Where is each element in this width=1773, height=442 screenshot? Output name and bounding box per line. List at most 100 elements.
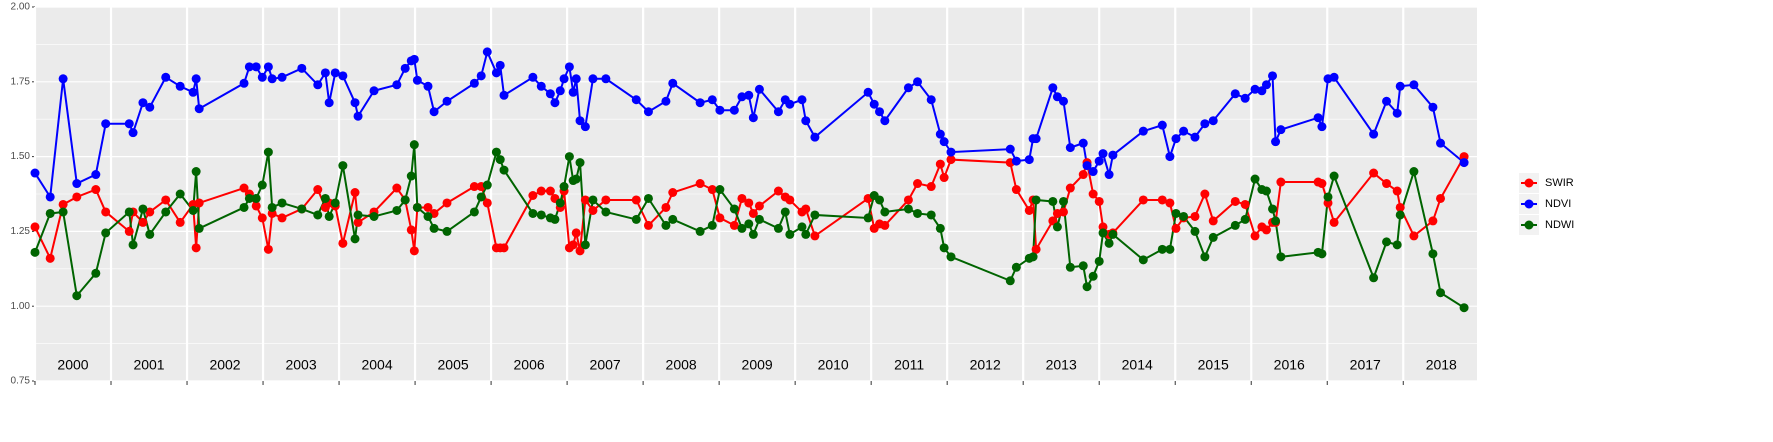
point [1208, 116, 1218, 126]
point [880, 207, 890, 217]
point [469, 207, 479, 217]
point [1011, 185, 1021, 195]
point [124, 207, 134, 217]
point [748, 208, 758, 218]
point [1065, 262, 1075, 272]
point [1179, 211, 1189, 221]
point [729, 204, 739, 214]
year-label: 2006 [514, 357, 545, 373]
point [1230, 196, 1240, 206]
point [297, 63, 307, 73]
point [550, 214, 560, 224]
point [91, 170, 101, 180]
point [926, 95, 936, 105]
series-line [34, 48, 1465, 200]
point [1138, 126, 1148, 136]
point [913, 77, 923, 87]
point [1428, 102, 1438, 112]
point [1436, 138, 1446, 148]
point [785, 229, 795, 239]
point [1369, 168, 1379, 178]
point [935, 159, 945, 169]
point [1250, 84, 1260, 94]
point [601, 207, 611, 217]
point [188, 87, 198, 97]
point [801, 204, 811, 214]
point [801, 229, 811, 239]
point [1065, 183, 1075, 193]
point [939, 173, 949, 183]
point [1094, 196, 1104, 206]
year-label: 2015 [1198, 357, 1229, 373]
point [810, 231, 820, 241]
point [1392, 186, 1402, 196]
point [409, 140, 419, 150]
point [946, 155, 956, 165]
y-tick-label: 1.50 [11, 151, 31, 162]
year-label: 2017 [1350, 357, 1381, 373]
point [550, 98, 560, 108]
point [239, 202, 249, 212]
point [1317, 249, 1327, 259]
point [1409, 167, 1419, 177]
point [406, 225, 416, 235]
point [1276, 177, 1286, 187]
point [1409, 80, 1419, 90]
point [491, 147, 501, 157]
point [785, 195, 795, 205]
point [101, 119, 111, 129]
point [880, 220, 890, 230]
year-label: 2016 [1274, 357, 1305, 373]
point [1171, 134, 1181, 144]
point [313, 210, 323, 220]
point [128, 240, 138, 250]
point [661, 202, 671, 212]
point [903, 83, 913, 93]
point [91, 185, 101, 195]
point [1094, 156, 1104, 166]
point [1428, 249, 1438, 259]
point [1190, 211, 1200, 221]
point [935, 129, 945, 139]
point [580, 240, 590, 250]
point [1230, 220, 1240, 230]
point [1058, 196, 1068, 206]
point [58, 199, 68, 209]
point [643, 193, 653, 203]
point [575, 246, 585, 256]
point [145, 229, 155, 239]
point [1165, 152, 1175, 162]
point [350, 188, 360, 198]
year-label: 2000 [57, 357, 88, 373]
point [1329, 72, 1339, 82]
series-line [34, 144, 1465, 309]
point [277, 198, 287, 208]
point [263, 244, 273, 254]
point [442, 226, 452, 236]
point [469, 182, 479, 192]
point [1200, 252, 1210, 262]
point [1329, 217, 1339, 227]
point [695, 226, 705, 236]
point [244, 62, 254, 72]
point [1031, 195, 1041, 205]
point [412, 75, 422, 85]
point [72, 192, 82, 202]
point [1078, 138, 1088, 148]
point [320, 68, 330, 78]
point [1157, 120, 1167, 130]
point [338, 161, 348, 171]
point [1190, 226, 1200, 236]
point [631, 195, 641, 205]
point [1250, 174, 1260, 184]
point [528, 72, 538, 82]
point [429, 223, 439, 233]
y-tick-label: 1.25 [11, 226, 31, 237]
point [1369, 273, 1379, 283]
point [369, 211, 379, 221]
point [588, 195, 598, 205]
point [545, 186, 555, 196]
point [263, 147, 273, 157]
point [536, 81, 546, 91]
